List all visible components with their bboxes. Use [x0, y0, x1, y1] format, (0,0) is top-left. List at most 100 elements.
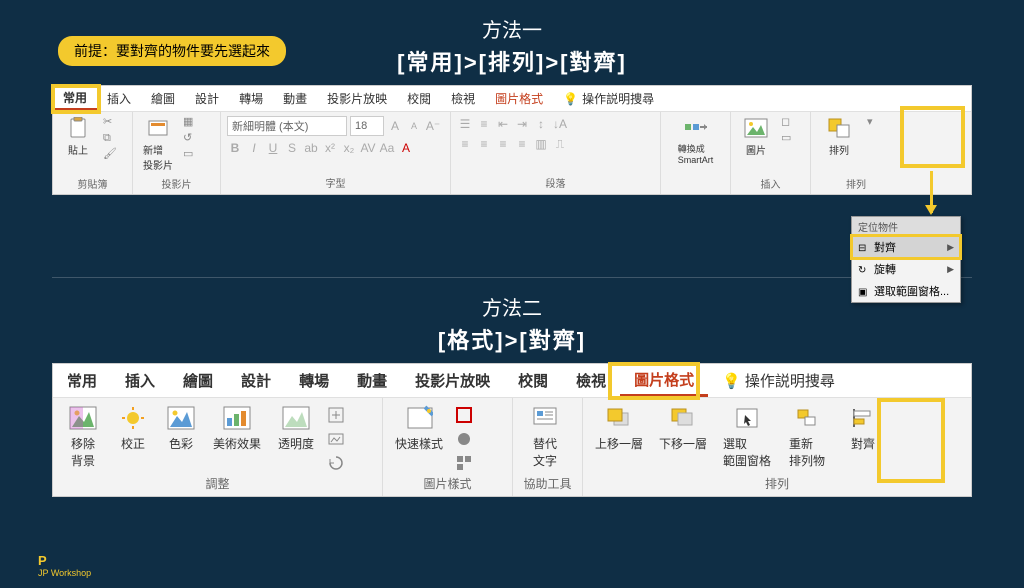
section-icon[interactable]: ▭ [181, 148, 195, 161]
font-name-select[interactable] [227, 116, 347, 136]
copy-icon[interactable]: ⧉ [101, 132, 119, 145]
tab2-design[interactable]: 設計 [227, 364, 285, 397]
tab2-help-search[interactable]: 💡操作説明捜尋 [708, 364, 849, 397]
tab-help-search[interactable]: 💡操作説明捜尋 [553, 86, 664, 111]
tab-picture-format[interactable]: 圖片格式 [485, 86, 553, 111]
align-menu-label: 對齊 [874, 242, 896, 254]
align-button-2[interactable]: 對齊 [839, 404, 887, 452]
columns-icon[interactable]: ▥ [533, 136, 549, 152]
tab-insert[interactable]: 插入 [97, 86, 141, 111]
shapes-icon[interactable]: ◻ [779, 116, 793, 129]
quick-styles-button[interactable]: 快速樣式 [391, 404, 447, 452]
smartart-icon [684, 116, 708, 140]
change-case-icon[interactable]: Aa [379, 140, 395, 156]
picture-border-icon[interactable] [455, 406, 473, 424]
underline-icon[interactable]: U [265, 140, 281, 156]
tab2-insert[interactable]: 插入 [111, 364, 169, 397]
transparency-button[interactable]: 透明度 [273, 404, 319, 452]
decrease-font-icon[interactable]: A [406, 118, 422, 134]
smartart-button[interactable]: 轉換成 SmartArt [667, 116, 724, 176]
tab-transitions[interactable]: 轉場 [229, 86, 273, 111]
paste-button[interactable]: 貼上 [59, 116, 97, 176]
font-size-select[interactable] [350, 116, 384, 136]
subscript-icon[interactable]: x² [322, 140, 338, 156]
insert-small-buttons: ◻ ▭ [779, 116, 793, 145]
italic-icon[interactable]: I [246, 140, 262, 156]
reorder-button[interactable]: 重新 排列物 [783, 404, 831, 469]
dropdown-align-item[interactable]: ⊟對齊 ▶ [852, 236, 960, 258]
tab2-transitions[interactable]: 轉場 [285, 364, 343, 397]
tab2-picture-format[interactable]: 圖片格式 [620, 364, 708, 397]
decrease-indent-icon[interactable]: ⇤ [495, 116, 511, 132]
format-painter-icon[interactable]: 🖌 [101, 148, 119, 161]
picture-button[interactable]: 圖片 [737, 116, 775, 176]
tab2-slideshow[interactable]: 投影片放映 [401, 364, 504, 397]
tab-view[interactable]: 檢視 [441, 86, 485, 111]
tab2-draw[interactable]: 繪圖 [169, 364, 227, 397]
clipboard-small-buttons: ✂ ⧉ 🖌 [101, 116, 119, 161]
strike-icon[interactable]: S [284, 140, 300, 156]
alt-text-label: 替代 文字 [533, 435, 557, 469]
tab-animations[interactable]: 動畫 [273, 86, 317, 111]
tab2-view[interactable]: 檢視 [562, 364, 620, 397]
tab2-review[interactable]: 校閱 [504, 364, 562, 397]
arrange-button[interactable]: 排列 [817, 116, 861, 176]
reset-icon[interactable]: ↺ [181, 132, 195, 145]
tab-design[interactable]: 設計 [185, 86, 229, 111]
tab-review[interactable]: 校閱 [397, 86, 441, 111]
ribbon-home: 常用 插入 繪圖 設計 轉場 動畫 投影片放映 校閱 檢視 圖片格式 💡操作説明… [52, 85, 972, 195]
align-center-icon[interactable]: ≡ [476, 136, 492, 152]
corrections-button[interactable]: 校正 [113, 404, 153, 452]
remove-bg-button[interactable]: 移除 背景 [61, 404, 105, 469]
send-backward-button[interactable]: 下移一層 [655, 404, 711, 452]
arrange-dropdown-icon[interactable]: ▾ [865, 116, 875, 129]
tab2-home[interactable]: 常用 [53, 364, 111, 397]
premise-badge: 前提：要對齊的物件要先選起來 [58, 36, 286, 66]
group-smartart: 轉換成 SmartArt [661, 112, 731, 194]
compress-icon[interactable] [327, 406, 345, 424]
tabs-row-1: 常用 插入 繪圖 設計 轉場 動畫 投影片放映 校閱 檢視 圖片格式 💡操作説明… [53, 86, 971, 112]
bullets-icon[interactable]: ☰ [457, 116, 473, 132]
text-direction-icon[interactable]: ↓A [552, 116, 568, 132]
selection-pane-button[interactable]: 選取 範圍窗格 [719, 404, 775, 469]
font-color-icon[interactable]: A [398, 140, 414, 156]
remove-bg-label: 移除 背景 [71, 435, 95, 469]
increase-indent-icon[interactable]: ⇥ [514, 116, 530, 132]
cut-icon[interactable]: ✂ [101, 116, 119, 129]
picture-layout-icon[interactable] [455, 454, 473, 472]
group-insert: 圖片 ◻ ▭ 插入 [731, 112, 811, 194]
bring-forward-button[interactable]: 上移一層 [591, 404, 647, 452]
adjust-small-buttons [327, 404, 345, 472]
superscript-icon[interactable]: x₂ [341, 140, 357, 156]
increase-font-icon[interactable]: A [387, 118, 403, 134]
spacing-icon[interactable]: AV [360, 140, 376, 156]
reset-picture-icon[interactable] [327, 454, 345, 472]
align-text-icon[interactable]: ⎍ [552, 136, 568, 152]
reorder-icon [793, 404, 821, 432]
artistic-button[interactable]: 美術效果 [209, 404, 265, 452]
smartart-label: 轉換成 SmartArt [678, 142, 714, 165]
shadow-icon[interactable]: ab [303, 140, 319, 156]
align-right-icon[interactable]: ≡ [495, 136, 511, 152]
tab-slideshow[interactable]: 投影片放映 [317, 86, 397, 111]
layout-icon[interactable]: ▦ [181, 116, 195, 129]
align-label-2: 對齊 [851, 435, 875, 452]
bold-icon[interactable]: B [227, 140, 243, 156]
dropdown-selection-pane-item[interactable]: ▣選取範圍窗格... [852, 280, 960, 302]
justify-icon[interactable]: ≡ [514, 136, 530, 152]
picture-effects-icon[interactable] [455, 430, 473, 448]
textbox-icon[interactable]: ▭ [779, 132, 793, 145]
line-spacing-icon[interactable]: ↕ [533, 116, 549, 132]
align-left-icon[interactable]: ≡ [457, 136, 473, 152]
numbering-icon[interactable]: ≡ [476, 116, 492, 132]
new-slide-button[interactable]: 新增 投影片 [139, 116, 177, 176]
alt-text-button[interactable]: 替代 文字 [521, 404, 569, 469]
change-picture-icon[interactable] [327, 430, 345, 448]
clear-format-icon[interactable]: A⁻ [425, 118, 441, 134]
tab-draw[interactable]: 繪圖 [141, 86, 185, 111]
dropdown-rotate-item[interactable]: ↻旋轉 ▶ [852, 258, 960, 280]
tab-home[interactable]: 常用 [53, 86, 97, 111]
tab2-animations[interactable]: 動畫 [343, 364, 401, 397]
color-button[interactable]: 色彩 [161, 404, 201, 452]
group-slides: 新增 投影片 ▦ ↺ ▭ 投影片 [133, 112, 221, 194]
